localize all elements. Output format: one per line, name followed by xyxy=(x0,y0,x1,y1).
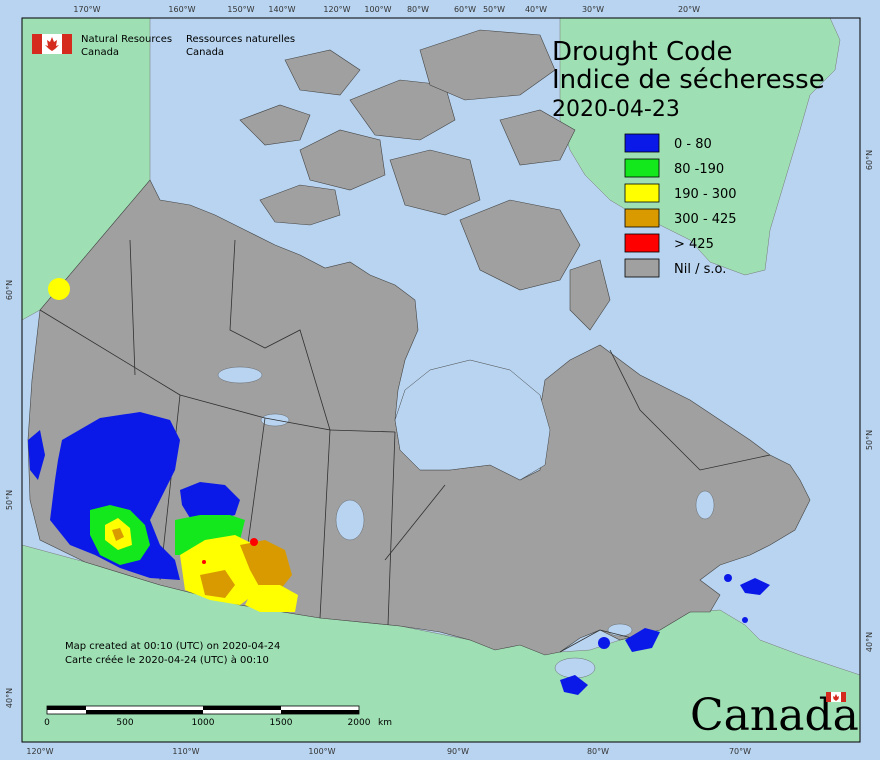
canada-flag-icon xyxy=(32,34,72,54)
grat-bottom-5: 70°W xyxy=(729,747,751,756)
scale-unit: km xyxy=(378,718,392,728)
graticule-top: 170°W 160°W 150°W 140°W 120°W 100°W 80°W… xyxy=(73,5,700,14)
region-ontario-blue xyxy=(598,637,610,649)
hudson-bay xyxy=(394,359,551,481)
grat-left-0: 60°N xyxy=(5,280,14,300)
region-ab-orange xyxy=(200,570,235,598)
legend-label-1: 80 -190 xyxy=(674,162,724,177)
scale-tick-2: 1000 xyxy=(192,718,215,728)
grat-bottom-3: 90°W xyxy=(447,747,469,756)
region-yukon-yellow xyxy=(48,278,70,300)
region-coast-low xyxy=(28,430,45,480)
drought-code-regions xyxy=(28,278,770,695)
legend-swatch-2 xyxy=(624,183,660,203)
grat-right-0: 60°N xyxy=(865,150,874,170)
nrcan-signature: Natural Resources Canada Ressources natu… xyxy=(32,34,295,58)
map-frame xyxy=(21,17,861,743)
region-bc-orange xyxy=(112,528,124,541)
arctic-islands xyxy=(239,29,611,331)
map-credit: Map created at 00:10 (UTC) on 2020-04-24… xyxy=(65,641,280,666)
credit-fr: Carte créée le 2020-04-24 (UTC) à 00:10 xyxy=(65,654,269,666)
grat-top-0: 170°W xyxy=(73,5,100,14)
wordmark-flag-icon xyxy=(826,692,846,702)
title-date: 2020-04-23 xyxy=(552,97,680,122)
scale-tick-0: 0 xyxy=(44,718,50,728)
grat-bottom-4: 80°W xyxy=(587,747,609,756)
grat-top-8: 50°W xyxy=(483,5,505,14)
scale-tick-1: 500 xyxy=(116,718,133,728)
grat-left-1: 50°N xyxy=(5,490,14,510)
credit-en: Map created at 00:10 (UTC) on 2020-04-24 xyxy=(65,641,280,652)
legend-swatch-3 xyxy=(624,208,660,228)
grat-bottom-1: 110°W xyxy=(172,747,199,756)
region-ab-blue xyxy=(180,482,240,520)
agency-en-1: Natural Resources xyxy=(81,34,172,45)
grat-top-6: 80°W xyxy=(407,5,429,14)
legend-label-5: Nil / s.o. xyxy=(674,262,726,277)
grat-top-11: 20°W xyxy=(678,5,700,14)
region-red-spot xyxy=(250,538,258,546)
legend-swatch-0 xyxy=(624,133,660,153)
grat-right-1: 50°N xyxy=(865,430,874,450)
legend-label-4: > 425 xyxy=(674,237,714,252)
graticule-left: 60°N 50°N 40°N xyxy=(5,280,14,708)
region-quebec-blue xyxy=(625,628,660,652)
region-sk-yellow xyxy=(245,585,298,612)
scale-bar: 0 500 1000 1500 2000 km xyxy=(44,705,392,728)
grat-top-1: 160°W xyxy=(168,5,195,14)
legend-label-3: 300 - 425 xyxy=(674,212,737,227)
lakes xyxy=(217,366,715,679)
title-line2: Indice de sécheresse xyxy=(552,65,825,95)
scale-tick-4: 2000 xyxy=(348,718,371,728)
agency-fr-1: Ressources naturelles xyxy=(186,34,295,45)
title-line1: Drought Code xyxy=(552,37,733,67)
legend-swatch-4 xyxy=(624,233,660,253)
region-maritimes-blue xyxy=(740,578,770,595)
region-nb-blue xyxy=(724,574,732,582)
grat-top-7: 60°W xyxy=(454,5,476,14)
graticule-bottom: 120°W 110°W 100°W 90°W 80°W 70°W xyxy=(26,747,751,756)
region-red-spot-2 xyxy=(202,560,206,564)
grat-top-9: 40°W xyxy=(525,5,547,14)
legend-label-2: 190 - 300 xyxy=(674,187,737,202)
grat-top-4: 120°W xyxy=(323,5,350,14)
grat-bottom-2: 100°W xyxy=(308,747,335,756)
grat-left-2: 40°N xyxy=(5,688,14,708)
map-title: Drought Code Indice de sécheresse 2020-0… xyxy=(552,37,825,122)
legend-label-0: 0 - 80 xyxy=(674,137,712,152)
scale-tick-3: 1500 xyxy=(270,718,293,728)
canada-wordmark: Canada xyxy=(690,690,859,741)
grat-top-10: 30°W xyxy=(582,5,604,14)
legend-swatch-1 xyxy=(624,158,660,178)
region-ns-blue xyxy=(742,617,748,623)
agency-fr-2: Canada xyxy=(186,47,224,58)
grat-top-2: 150°W xyxy=(227,5,254,14)
grat-bottom-0: 120°W xyxy=(26,747,53,756)
grat-top-3: 140°W xyxy=(268,5,295,14)
region-sk-orange xyxy=(240,540,292,590)
graticule-right: 60°N 50°N 40°N xyxy=(865,150,874,652)
grat-right-2: 40°N xyxy=(865,632,874,652)
grat-top-5: 100°W xyxy=(364,5,391,14)
legend: 0 - 80 80 -190 190 - 300 300 - 425 > 425… xyxy=(624,133,737,278)
region-huron-blue xyxy=(560,675,588,695)
agency-en-2: Canada xyxy=(81,47,119,58)
legend-swatch-5 xyxy=(624,258,660,278)
